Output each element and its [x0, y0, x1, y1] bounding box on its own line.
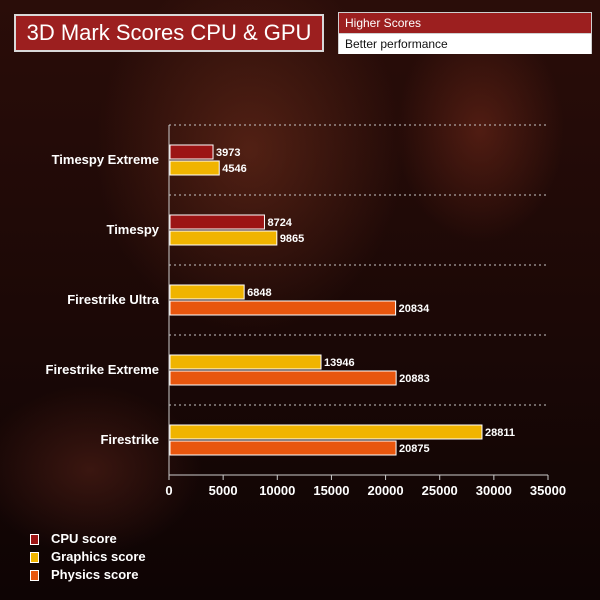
- legend-label: Graphics score: [51, 549, 146, 564]
- legend-item: Graphics score: [30, 548, 146, 566]
- value-label: 28811: [485, 427, 515, 439]
- category-label: Timespy Extreme: [52, 152, 159, 167]
- x-tick-label: 35000: [530, 483, 566, 498]
- bar-graphics-score: [169, 160, 220, 176]
- category-label: Firestrike Ultra: [67, 292, 160, 307]
- bar-graphics-score: [169, 230, 278, 246]
- value-label: 20875: [399, 443, 430, 455]
- category-label: Firestrike: [100, 432, 159, 447]
- legend-item: CPU score: [30, 530, 146, 548]
- bar-graphics-score: [169, 354, 322, 370]
- series-legend: CPU score Graphics score Physics score: [30, 530, 146, 584]
- bar-cpu-score: [169, 144, 214, 160]
- legend-swatch: [30, 551, 39, 563]
- category-label: Timespy: [106, 222, 159, 237]
- legend-swatch: [30, 533, 39, 545]
- x-tick-label: 5000: [209, 483, 238, 498]
- x-tick-label: 20000: [367, 483, 403, 498]
- top-legend-higher-scores: Higher Scores: [339, 13, 591, 34]
- category-label: Firestrike Extreme: [46, 362, 159, 377]
- value-label: 13946: [324, 357, 355, 369]
- legend-label: CPU score: [51, 531, 117, 546]
- value-label: 8724: [267, 217, 292, 229]
- bar-physics-score: [169, 440, 397, 456]
- x-tick-label: 15000: [313, 483, 349, 498]
- value-label: 4546: [222, 163, 246, 175]
- bar-cpu-score: [169, 214, 265, 230]
- x-tick-label: 0: [165, 483, 172, 498]
- x-tick-label: 30000: [476, 483, 512, 498]
- bar-graphics-score: [169, 284, 245, 300]
- top-legend-box: Higher Scores Better performance: [338, 12, 592, 54]
- value-label: 6848: [247, 287, 271, 299]
- value-label: 20883: [399, 373, 430, 385]
- top-legend-better-performance: Better performance: [339, 34, 591, 54]
- x-tick-label: 25000: [422, 483, 458, 498]
- x-tick-label: 10000: [259, 483, 295, 498]
- value-label: 9865: [280, 233, 304, 245]
- bar-physics-score: [169, 300, 397, 316]
- legend-label: Physics score: [51, 567, 139, 582]
- chart-title: 3D Mark Scores CPU & GPU: [14, 14, 324, 52]
- value-label: 20834: [399, 303, 430, 315]
- legend-item: Physics score: [30, 566, 146, 584]
- bar-physics-score: [169, 370, 397, 386]
- legend-swatch: [30, 569, 39, 581]
- value-label: 3973: [216, 147, 240, 159]
- bar-graphics-score: [169, 424, 483, 440]
